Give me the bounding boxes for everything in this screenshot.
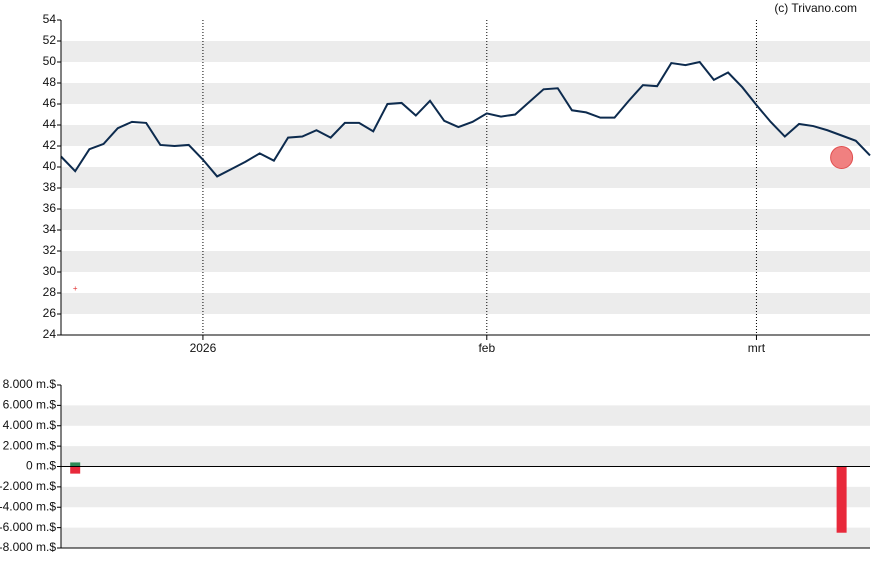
grid-band [61, 446, 870, 467]
y-tick-label: -8.000 m.$ [0, 540, 56, 554]
grid-band [61, 527, 870, 548]
y-tick-label: 4.000 m.$ [3, 418, 57, 432]
y-tick-label: 30 [43, 264, 57, 278]
grid-band [61, 251, 870, 272]
y-tick-label: 40 [43, 159, 57, 173]
credit: (c) Trivano.com [774, 1, 857, 15]
bar [70, 466, 81, 474]
event-marker: + [73, 284, 78, 293]
y-tick-label: 38 [43, 180, 57, 194]
grid-band [61, 293, 870, 314]
y-tick-label: 50 [43, 54, 57, 68]
y-tick-label: 48 [43, 75, 57, 89]
grid-band [61, 83, 870, 104]
y-tick-label: 26 [43, 306, 57, 320]
y-tick-label: 24 [43, 327, 57, 341]
y-tick-label: 36 [43, 201, 57, 215]
grid-band [61, 167, 870, 188]
y-tick-label: 0 m.$ [26, 459, 56, 473]
y-tick-label: -6.000 m.$ [0, 520, 56, 534]
y-tick-label: 46 [43, 96, 57, 110]
event-marker [830, 146, 854, 170]
x-tick-label: 2026 [190, 341, 217, 355]
y-tick-label: 6.000 m.$ [3, 398, 57, 412]
y-tick-label: 54 [43, 12, 57, 26]
x-tick-label: feb [478, 341, 495, 355]
y-tick-label: 52 [43, 33, 57, 47]
grid-band [61, 125, 870, 146]
y-tick-label: 32 [43, 243, 57, 257]
grid-band [61, 41, 870, 62]
bar [70, 462, 81, 467]
grid-band [61, 209, 870, 230]
y-tick-label: 8.000 m.$ [3, 377, 57, 391]
y-tick-label: 42 [43, 138, 57, 152]
y-tick-label: 2.000 m.$ [3, 438, 57, 452]
price-line [60, 60, 871, 178]
grid-band [61, 486, 870, 508]
y-tick-label: -4.000 m.$ [0, 499, 56, 513]
bar [836, 466, 847, 533]
y-tick-label: -2.000 m.$ [0, 479, 56, 493]
grid-band [61, 405, 870, 426]
y-tick-label: 34 [43, 222, 57, 236]
x-tick-label: mrt [748, 341, 766, 355]
y-tick-label: 28 [43, 285, 57, 299]
y-tick-label: 44 [43, 117, 57, 131]
